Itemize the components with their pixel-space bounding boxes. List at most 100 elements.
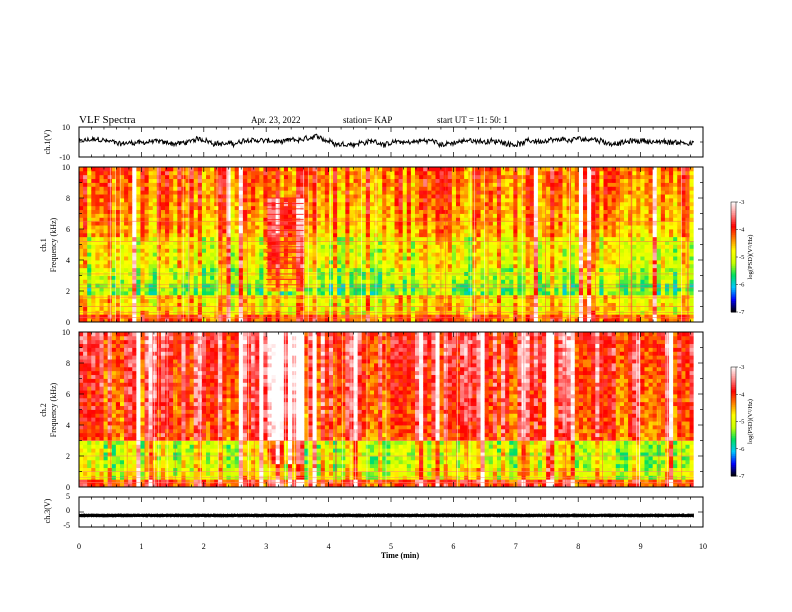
spectrogram-cell [242,256,248,261]
spectrogram-cell [251,229,256,234]
spectrogram-cell [271,248,277,253]
spectrogram-cell [83,182,88,187]
spectrogram-cell [365,283,371,288]
spectrogram-cell [484,302,490,307]
spectrogram-cell [521,260,527,265]
spectrogram-cell [419,186,424,191]
spectrogram-cell [287,240,293,245]
spectrogram-cell [197,248,203,253]
spectrogram-cell [144,205,150,211]
spectrogram-cell [312,205,318,211]
spectrogram-cell [201,229,207,234]
spectrogram-cell [423,240,428,245]
spectrogram-cell [95,314,100,319]
spectrogram-cell [517,287,522,292]
spectrogram-cell [390,240,395,245]
spectrogram-cell [234,240,240,245]
spectrogram-cell [308,260,313,265]
spectrogram-cell [398,260,404,265]
spectrogram-cell [558,240,563,245]
spectrogram-cell [435,229,440,234]
spectrogram-cell [460,298,465,304]
spectrogram-cell [165,267,170,273]
spectrogram-cell [337,170,342,176]
spectrogram-cell [132,201,137,207]
spectrogram-cell [496,217,502,222]
spectrogram-cell [496,178,502,183]
spectrogram-cell [480,302,486,307]
spectrogram-cell [435,167,440,172]
spectrogram-cell [529,178,535,183]
spectrogram-cell [316,267,322,273]
spectrogram-cell [324,287,330,292]
spectrogram-cell [496,205,502,211]
spectrogram-cell [304,248,309,253]
spectrogram-cell [287,170,293,176]
spectrogram-cell [476,167,481,172]
spectrogram-cell [95,287,100,292]
spectrogram-cell [386,167,391,172]
spectrogram-cell [570,186,576,191]
spectrogram-cell [214,263,219,269]
spectrogram-cell [492,256,498,261]
spectrogram-cell [525,291,531,296]
spectrogram-cell [455,213,461,218]
spectrogram-cell [238,221,244,226]
spectrogram-cell [185,263,191,269]
spectrogram-cell [546,221,551,226]
spectrogram-cell [238,267,244,273]
spectrogram-cell [476,287,481,292]
spectrogram-cell [484,213,490,218]
spectrogram-cell [283,314,289,319]
spectrogram-cell [312,287,318,292]
spectrogram-cell [365,167,371,172]
spectrogram-cell [525,248,531,253]
spectrogram-cell [439,267,445,273]
spectrogram-cell [115,229,121,234]
spectrogram-cell [517,318,522,323]
spectrogram-cell [369,244,375,249]
spectrogram-cell [410,260,416,265]
spectrogram-cell [173,244,178,249]
spectrogram-cell [152,236,158,242]
spectrogram-cell [361,221,367,226]
spectrogram-cell [533,209,539,214]
spectrogram-cell [513,256,518,261]
spectrogram-cell [378,244,383,249]
spectrogram-cell [267,236,272,242]
spectrogram-cell [165,190,170,195]
spectrogram-cell [550,201,555,207]
spectrogram-cell [242,217,248,222]
spectrogram-cell [169,314,174,319]
spectrogram-cell [378,248,383,253]
spectrogram-cell [558,221,563,226]
spectrogram-cell [542,287,547,292]
spectrogram-cell [484,178,490,183]
spectrogram-cell [263,178,268,183]
spectrogram-cell [124,229,129,234]
spectrogram-cell [189,248,195,253]
spectrogram-cell [542,318,547,323]
spectrogram-cell [361,306,367,311]
spectrogram-cell [324,279,330,284]
spectrogram-cell [378,314,383,319]
spectrogram-cell [160,167,166,172]
spectrogram-cell [349,252,354,257]
spectrogram-cell [369,298,375,304]
spectrogram-cell [218,232,223,238]
spectrogram-cell [181,178,186,183]
spectrogram-cell [492,287,498,292]
spectrogram-cell [226,275,232,280]
spectrogram-cell [136,267,141,273]
spectrogram-cell [402,260,408,265]
spectrogram-cell [267,209,272,214]
spectrogram-cell [165,256,170,261]
spectrogram-cell [542,306,547,311]
spectrogram-cell [476,248,481,253]
spectrogram-cell [365,279,371,284]
spectrogram-cell [177,213,182,218]
spectrogram-cell [423,232,428,238]
spectrogram-cell [402,170,408,176]
spectrogram-cell [234,256,240,261]
spectrogram-cell [382,248,387,253]
